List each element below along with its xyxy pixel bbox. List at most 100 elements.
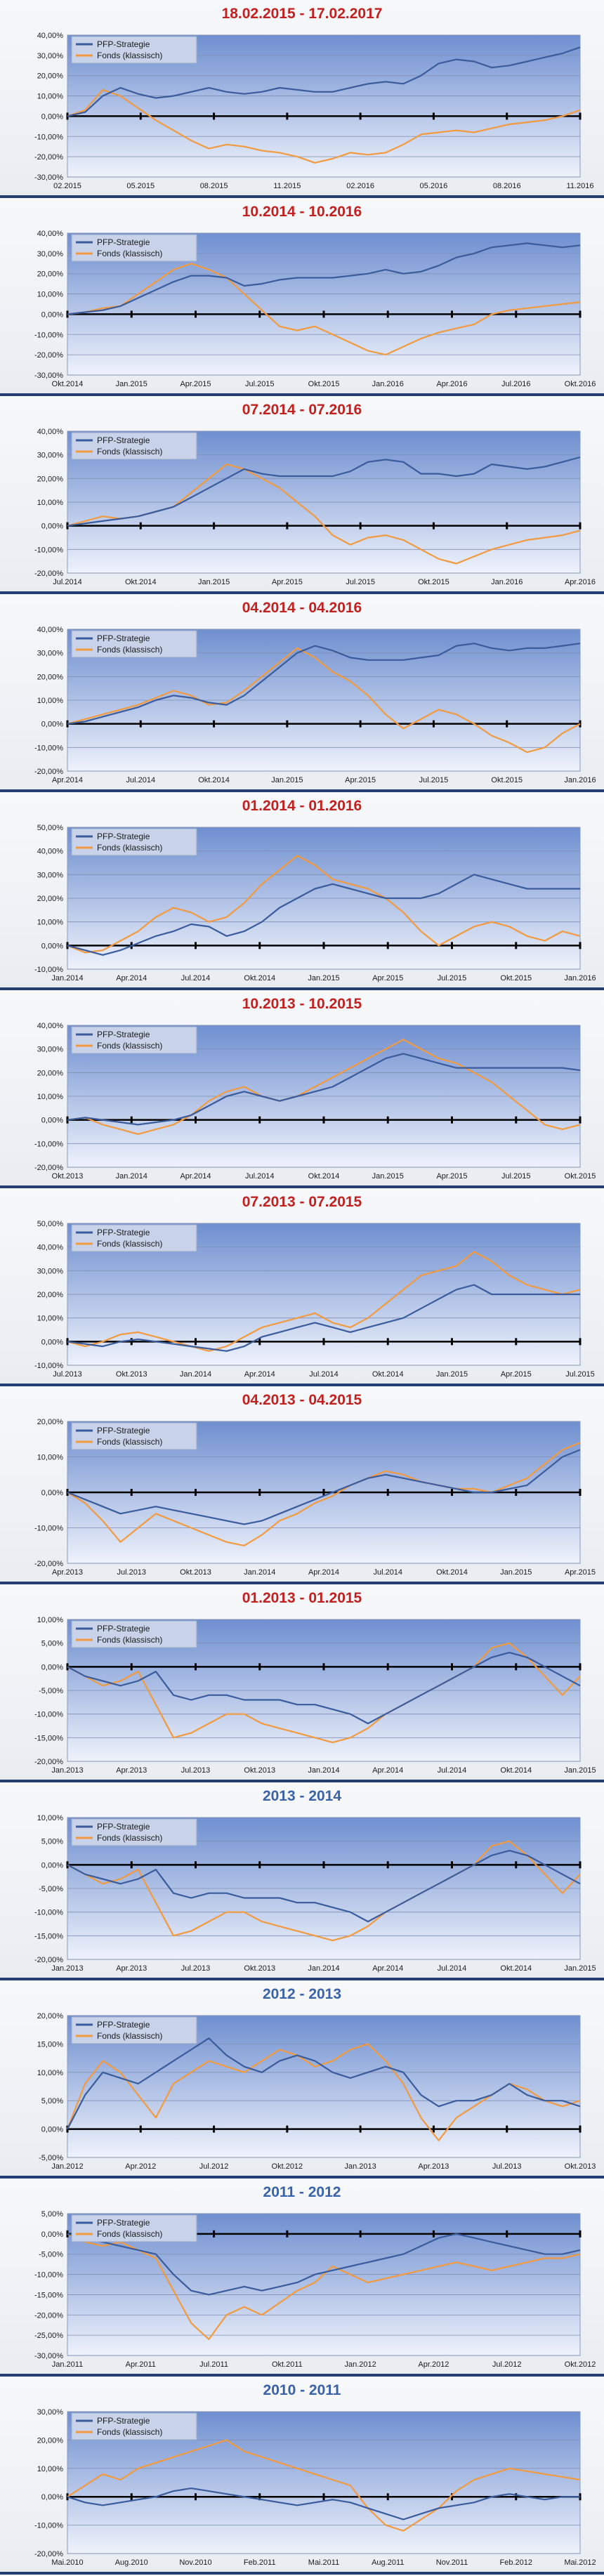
chart-panel: 18.02.2015 - 17.02.2017 40,00% 30,00% 20,00… [0, 0, 604, 198]
x-tick-label: Jan.2014 [116, 1172, 147, 1181]
series-line [67, 647, 581, 754]
y-tick-label: 30,00% [37, 250, 64, 258]
y-tick-label: 5,00% [41, 2210, 63, 2219]
y-tick-label: -25,00% [34, 2332, 63, 2340]
chart-panel: 07.2013 - 07.2015 50,00% 40,00% 30,00% 20,00… [0, 1188, 604, 1386]
x-tick-label: Apr.2013 [52, 1568, 83, 1577]
x-tick-label: Jan.2012 [51, 2162, 83, 2171]
y-tick-label: -20,00% [34, 768, 63, 776]
y-tick-label: 0,00% [41, 2126, 63, 2134]
series-line [67, 46, 581, 117]
x-tick-label: Apr.2012 [125, 2162, 156, 2171]
y-tick-label: 0,00% [41, 1117, 63, 1125]
series-line [67, 2233, 581, 2340]
y-tick-label: -10,00% [34, 1140, 63, 1148]
x-tick-label: Mai.2011 [308, 2558, 339, 2567]
y-tick-label: 20,00% [37, 270, 64, 279]
x-tick-label: 02.2016 [346, 182, 374, 190]
chart-title: 04.2013 - 04.2015 [242, 1392, 362, 1408]
x-tick-label: Feb.2012 [500, 2558, 532, 2567]
x-tick-label: Jul.2014 [438, 1766, 467, 1775]
x-tick-label: Apr.2014 [372, 1766, 403, 1775]
chart-panel: 2012 - 2013 20,00% 15,00% 10,00% 5,00% 0,00% -… [0, 1980, 604, 2179]
series-line [67, 456, 581, 527]
x-tick-label: Jul.2014 [53, 578, 82, 586]
x-tick-label: 08.2015 [200, 182, 228, 190]
x-tick-label: Apr.2015 [345, 776, 376, 784]
chart-svg: 40,00% 30,00% 20,00% 10,00% 0,00% -10,00% -20,… [34, 32, 593, 190]
legend-entry: Fonds (klassisch) [97, 1635, 162, 1645]
legend-box [71, 432, 197, 460]
legend-entry: PFP-Strategie [97, 237, 150, 247]
x-tick-label: Okt.2015 [418, 578, 449, 586]
chart-svg: 40,00% 30,00% 20,00% 10,00% 0,00% -10,00% -20,… [34, 428, 596, 586]
legend-entry: PFP-Strategie [97, 1426, 150, 1435]
y-tick-label: 20,00% [37, 1291, 64, 1299]
x-tick-label: Jul.2012 [199, 2162, 229, 2171]
y-tick-label: 10,00% [37, 919, 64, 927]
x-tick-label: Okt.2014 [372, 1370, 404, 1379]
series-line [67, 1284, 580, 1352]
x-tick-label: Apr.2014 [372, 1964, 403, 1973]
x-tick-label: Okt.2014 [52, 380, 84, 388]
legend-entry: Fonds (klassisch) [97, 843, 162, 853]
y-tick-label: 0,00% [41, 1861, 63, 1869]
x-tick-label: Jul.2015 [419, 776, 449, 784]
legend-entry: Fonds (klassisch) [97, 1041, 162, 1051]
y-tick-label: 20,00% [37, 673, 64, 681]
legend-box [71, 828, 197, 856]
chart-svg: 30,00%20,00%10,00%0,00%-10,00%-20,00%Mai… [34, 2408, 596, 2567]
x-tick-label: Apr.2015 [501, 1370, 532, 1379]
legend-entry: Fonds (klassisch) [97, 1437, 162, 1447]
legend-entry: Fonds (klassisch) [97, 51, 162, 60]
y-tick-label: 10,00% [37, 1814, 64, 1822]
legend-entry: PFP-Strategie [97, 2020, 150, 2030]
y-tick-label: 40,00% [37, 32, 64, 40]
series-line [67, 263, 581, 356]
y-tick-label: 30,00% [37, 452, 64, 460]
legend-box [71, 1026, 197, 1054]
x-tick-label: Okt.2015 [308, 380, 340, 388]
x-tick-label: Jan.2016 [564, 776, 596, 784]
x-tick-label: Okt.2012 [272, 2162, 303, 2171]
x-tick-label: Nov.2010 [179, 2558, 211, 2567]
y-tick-label: -15,00% [34, 1932, 63, 1940]
series-line [67, 2037, 581, 2130]
chart-svg: 10,00% 5,00% 0,00% -5,00% -10,00% -15,00% -20,… [34, 1814, 596, 1973]
series-line [67, 1251, 581, 1352]
y-tick-label: 15,00% [37, 2040, 64, 2049]
y-tick-label: 0,00% [41, 2230, 63, 2239]
x-tick-label: Apr.2012 [418, 2360, 449, 2369]
x-tick-label: Apr.2015 [436, 1172, 467, 1181]
series-line [67, 88, 581, 164]
legend-entry: Fonds (klassisch) [97, 1239, 162, 1249]
y-tick-label: -20,00% [34, 1758, 63, 1766]
y-tick-label: 30,00% [37, 871, 64, 879]
chart-svg: 5,00% 0,00% -5,00% -10,00% -15,00% -20,00% -25… [34, 2210, 596, 2369]
x-tick-label: Jan.2013 [51, 1766, 83, 1775]
y-tick-label: 20,00% [37, 2012, 64, 2020]
y-tick-label: 40,00% [37, 230, 64, 238]
x-tick-label: Jul.2011 [199, 2360, 228, 2369]
y-tick-label: -15,00% [34, 2291, 63, 2299]
x-tick-label: Jul.2014 [373, 1568, 402, 1577]
x-tick-label: Apr.2015 [272, 578, 303, 586]
x-tick-label: Okt.2013 [565, 2162, 596, 2171]
chart-svg: 20,00%15,00%10,00%5,00%0,00%-5,00%Jan.20… [37, 2012, 596, 2171]
x-tick-label: Okt.2014 [500, 1964, 532, 1973]
series-line [67, 1449, 581, 1525]
x-tick-label: Okt.2014 [436, 1568, 468, 1577]
x-tick-label: Jul.2015 [438, 974, 467, 983]
x-tick-label: Okt.2012 [565, 2360, 596, 2369]
legend-entry: PFP-Strategie [97, 1030, 150, 1039]
chart-panel: 01.2013 - 01.2015 10,00% 5,00% 0,00% -5,00% -… [0, 1584, 604, 1782]
x-tick-label: Jul.2013 [117, 1568, 146, 1577]
x-tick-label: Apr.2013 [418, 2162, 449, 2171]
legend-entry: PFP-Strategie [97, 435, 150, 445]
legend-box [71, 630, 197, 658]
